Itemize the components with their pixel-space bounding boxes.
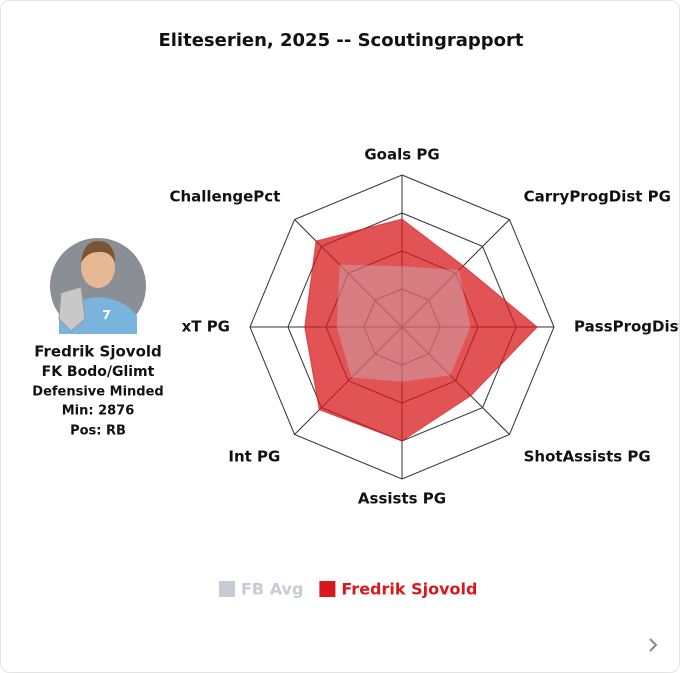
axis-label: Goals PG [364,146,439,164]
legend-label: Fredrik Sjovold [341,580,477,599]
axis-label: xT PG [182,318,230,336]
chart-title: Eliteserien, 2025 -- Scoutingrapport [158,30,523,51]
axis-label: Int PG [228,448,280,466]
axis-label: ChallengePct [169,187,280,205]
legend-label: FB Avg [241,580,303,599]
legend-swatch [219,581,235,597]
player-team: FK Bodo/Glimt [42,364,155,380]
player-name: Fredrik Sjovold [34,343,162,361]
radar-area [304,218,539,442]
axis-label: ShotAssists PG [524,448,651,466]
axis-label: CarryProgDist PG [524,187,671,205]
player-role: Defensive Minded [32,385,163,400]
player-minutes: Min: 2876 [62,404,135,419]
radar-area [336,264,471,382]
axis-label: PassProgDist [574,318,679,336]
axis-label: Assists PG [358,490,446,508]
watermark [649,638,658,652]
legend-swatch [319,581,336,597]
avatar [50,238,146,334]
player-position: Pos: RB [70,424,126,439]
